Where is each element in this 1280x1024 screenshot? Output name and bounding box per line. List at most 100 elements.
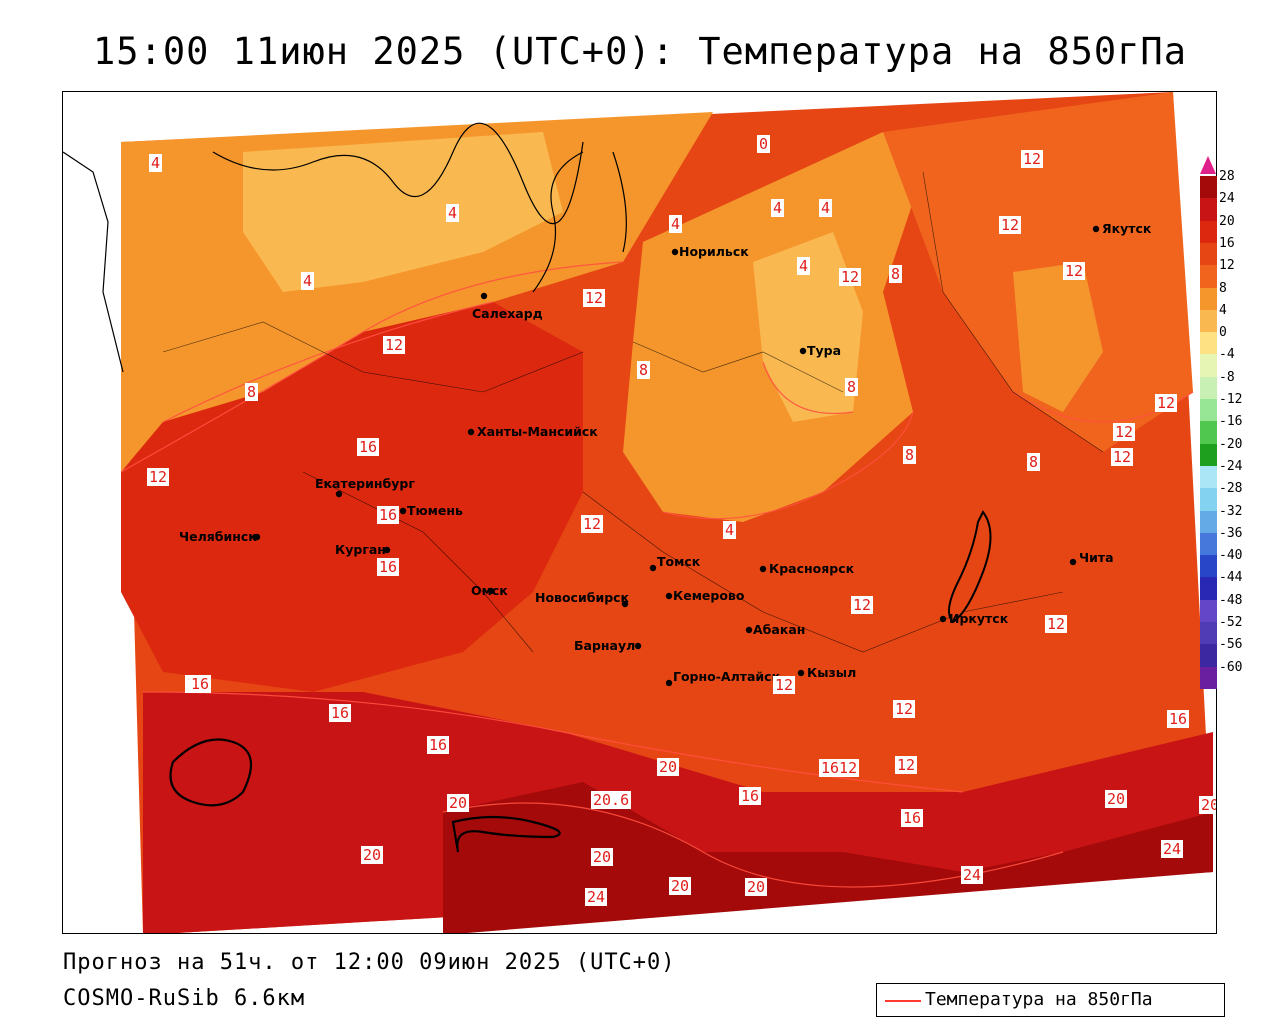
isotherm-label: 4 [303, 272, 312, 290]
city-label: Салехард [472, 306, 543, 321]
isotherm-label: 4 [799, 257, 808, 275]
isotherm-label: 8 [847, 378, 856, 396]
isotherm-label-bg [657, 758, 679, 776]
isotherm-label-bg [819, 759, 859, 777]
isotherm-label-bg [1199, 796, 1216, 814]
colorbar-segment [1200, 176, 1217, 199]
colorbar-segment [1200, 555, 1217, 578]
isotherm-label: 1612 [821, 759, 857, 777]
colorbar-tick-label: 4 [1219, 302, 1227, 318]
colorbar-tick-label: -32 [1219, 503, 1243, 519]
isotherm-label-bg [377, 558, 399, 576]
isotherm-label: 8 [1029, 453, 1038, 471]
city-label: Абакан [753, 622, 805, 637]
lake-outline-west [169, 738, 253, 807]
colorbar-segment [1200, 309, 1217, 333]
isotherm-label: 16 [903, 809, 921, 827]
zone-tura-pale [753, 232, 863, 422]
city-marker [487, 587, 495, 595]
legend-line-swatch [885, 1000, 921, 1002]
city-marker [621, 600, 629, 608]
isotherm-label: 16 [379, 558, 397, 576]
city-label: Курган [335, 542, 386, 557]
colorbar-segment [1200, 287, 1217, 311]
isotherm-label: 12 [1023, 150, 1041, 168]
isotherm-label: 16 [1169, 710, 1187, 728]
colorbar-segment [1200, 488, 1217, 511]
isotherm-label: 12 [583, 515, 601, 533]
colorbar-segment [1200, 265, 1217, 288]
colorbar-segment [1200, 399, 1217, 422]
zone-west-red [121, 302, 583, 692]
colorbar-tick-label: -24 [1219, 458, 1243, 474]
isotherm-label: 20 [1201, 796, 1217, 814]
city-marker [759, 565, 767, 573]
isotherm-label-bg [1045, 615, 1067, 633]
isotherm-label-bg [1155, 394, 1177, 412]
isotherm-label: 12 [1065, 262, 1083, 280]
isotherm-label-bg [669, 877, 691, 895]
isotherm-label-bg [893, 700, 915, 718]
isotherm-label-bg [757, 135, 770, 153]
city-label: Якутск [1102, 221, 1152, 236]
colorbar-segment [1200, 577, 1217, 601]
isotherm-label: 24 [963, 866, 981, 884]
colorbar-segment [1200, 666, 1217, 690]
colorbar-tick-label: -20 [1219, 436, 1243, 452]
isotherm-label-bg [1111, 448, 1133, 466]
city-label: Кемерово [673, 588, 745, 603]
colorbar-segment [1200, 242, 1217, 266]
colorbar-segment [1200, 354, 1217, 378]
legend: Температура на 850гПа [876, 983, 1225, 1017]
isotherm-label: 20 [659, 758, 677, 776]
city-label: Тюмень [407, 503, 463, 518]
isotherm-label: 20 [593, 848, 611, 866]
colorbar-segment [1200, 510, 1217, 534]
isotherm-label-bg [446, 204, 459, 222]
colorbar-segment [1200, 622, 1217, 645]
city-label: Ханты-Мансийск [477, 424, 598, 439]
colorbar-tick-label: -4 [1219, 347, 1235, 363]
isotherm-label-bg [1113, 423, 1135, 441]
isotherm-label: 12 [1113, 448, 1131, 466]
isotherm-label: 12 [775, 676, 793, 694]
colorbar-segment [1200, 465, 1217, 489]
colorbar-segment [1200, 644, 1217, 668]
city-marker [745, 626, 753, 634]
isotherm-label: 4 [448, 204, 457, 222]
isotherm-label-bg [1063, 262, 1085, 280]
city-marker [383, 546, 391, 554]
isotherm-label: 20 [363, 846, 381, 864]
city-marker [799, 347, 807, 355]
isotherm-label-bg [961, 866, 983, 884]
city-marker [671, 248, 679, 256]
colorbar-segment [1200, 332, 1217, 355]
isotherm-label: 16 [191, 675, 209, 693]
colorbar-tick-label: 16 [1219, 235, 1235, 251]
isotherm-label-bg [377, 506, 399, 524]
isotherm-label-bg [189, 675, 211, 693]
isotherm-label-bg [1167, 710, 1189, 728]
city-label: Чита [1079, 550, 1114, 565]
isotherm-label-bg [1021, 150, 1043, 168]
isotherm-label-bg [999, 216, 1021, 234]
colorbar-segment [1200, 532, 1217, 556]
chart-title: 15:00 11июн 2025 (UTC+0): Температура на… [93, 30, 1187, 73]
isotherm-label-bg [149, 154, 162, 172]
colorbar-tick-label: 8 [1219, 280, 1227, 296]
isotherm-label-bg [903, 446, 916, 464]
zone-north-pale [243, 132, 563, 292]
isotherm-label-bg [745, 878, 767, 896]
zone-far-south [443, 782, 1213, 933]
isotherm-label-bg [819, 199, 832, 217]
isotherm-label-bg [245, 383, 258, 401]
city-marker [467, 428, 475, 436]
isotherm-label-bg [361, 846, 383, 864]
isotherm-label-bg [851, 596, 873, 614]
legend-label: Температура на 850гПа [925, 989, 1153, 1010]
colorbar-segment [1200, 376, 1217, 400]
lake-outline-balkhash [451, 815, 561, 853]
colorbar-tick-label: -28 [1219, 481, 1243, 497]
isotherm-label-bg [669, 215, 682, 233]
isotherm-label-bg [895, 756, 917, 774]
